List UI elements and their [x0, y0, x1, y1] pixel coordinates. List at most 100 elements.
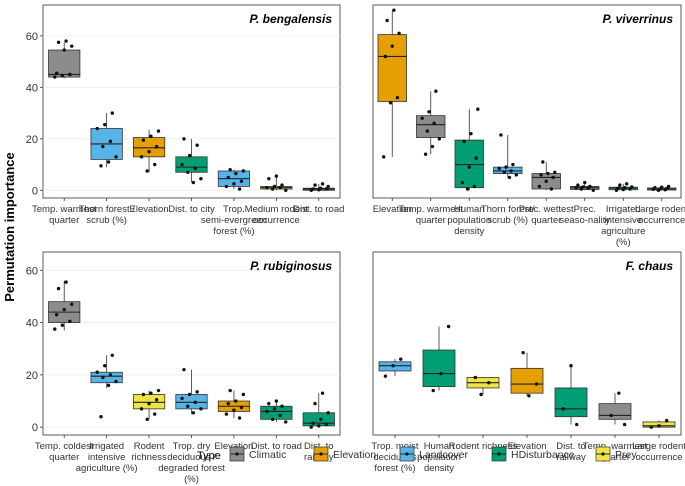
- data-point: [649, 425, 654, 429]
- box-iqr: [260, 405, 293, 420]
- x-tick-label: Temp. warmest quarter: [32, 204, 97, 226]
- box-5: [554, 364, 588, 427]
- data-point: [156, 129, 161, 133]
- data-point: [141, 138, 146, 142]
- legend-item-hdisturbance: HDisturbance: [491, 446, 575, 462]
- data-point: [664, 418, 669, 423]
- data-point: [99, 415, 103, 419]
- data-point: [108, 139, 113, 144]
- data-point: [278, 186, 282, 190]
- data-point: [313, 183, 317, 187]
- data-point: [199, 177, 203, 181]
- legend-swatch-point: [319, 452, 323, 456]
- x-tick-label: Elevation: [507, 441, 546, 452]
- data-point: [226, 401, 230, 406]
- box-iqr: [554, 387, 588, 418]
- data-point: [467, 165, 471, 169]
- legend-label: Climatic: [249, 449, 286, 461]
- data-point: [274, 399, 279, 403]
- data-point: [265, 409, 269, 414]
- box-4: [175, 367, 208, 415]
- box-6: [598, 391, 632, 427]
- data-point: [574, 186, 578, 190]
- x-tick-label: Trop. dry deciduous / degraded forest (%): [158, 441, 225, 485]
- legend: Type Climatic Elevation Landcover HDisturba…: [197, 446, 637, 462]
- data-point: [391, 364, 395, 368]
- data-point: [101, 375, 105, 380]
- box-7: [302, 391, 335, 429]
- data-point: [326, 411, 330, 415]
- box-iqr: [48, 49, 81, 78]
- data-point: [553, 170, 557, 174]
- data-point: [502, 170, 507, 174]
- box-6: [570, 180, 600, 192]
- panel-title: P. bengalensis: [250, 12, 333, 26]
- legend-label: HDisturbance: [511, 449, 575, 461]
- box-iqr: [378, 361, 412, 372]
- data-point: [397, 31, 401, 36]
- x-tick-label: Irrigated intensive agriculture (%): [601, 204, 645, 248]
- box-iqr: [454, 139, 484, 189]
- data-point: [618, 183, 622, 187]
- data-point: [153, 412, 157, 416]
- panel-1: 0 20 40 60 P. bengalensis Temp. warmest quarte…: [26, 4, 344, 237]
- box-iqr: [493, 166, 523, 174]
- box-iqr: [302, 412, 335, 427]
- box-5: [217, 388, 251, 420]
- data-point: [147, 149, 151, 154]
- data-point: [504, 165, 508, 169]
- box-3: [132, 388, 166, 422]
- box-7: [608, 182, 638, 192]
- x-tick-label: Elevation: [373, 204, 412, 215]
- data-point: [382, 155, 386, 159]
- y-tick-label: 0: [32, 185, 38, 197]
- data-point: [425, 129, 430, 133]
- data-point: [320, 391, 325, 395]
- data-point: [462, 139, 466, 144]
- data-point: [241, 169, 246, 173]
- y-tick-label: 40: [26, 318, 38, 330]
- data-point: [60, 323, 65, 327]
- data-point: [270, 187, 275, 191]
- data-point: [272, 184, 277, 189]
- data-point: [551, 175, 555, 180]
- y-tick-label: 60: [26, 31, 38, 43]
- data-point: [622, 422, 627, 427]
- data-point: [106, 383, 111, 388]
- data-point: [99, 164, 103, 168]
- data-point: [226, 175, 230, 180]
- x-tick-label: Medium rodent occurrence: [245, 204, 309, 226]
- box-2: [422, 324, 456, 393]
- data-point: [187, 392, 192, 397]
- box-4: [493, 133, 523, 180]
- data-point: [62, 48, 66, 52]
- data-point: [186, 404, 190, 408]
- data-point: [473, 375, 478, 380]
- data-point: [274, 174, 279, 178]
- data-point: [497, 166, 501, 171]
- data-point: [446, 324, 451, 329]
- box-iqr: [598, 403, 632, 420]
- x-tick-label: Large rodent occurrence: [632, 441, 685, 463]
- data-point: [326, 184, 330, 189]
- data-point: [388, 101, 393, 105]
- box-2: [416, 89, 446, 156]
- box-5: [531, 160, 561, 191]
- x-tick-label: Dist. to road: [293, 204, 344, 215]
- data-point: [56, 40, 61, 45]
- data-point: [575, 422, 579, 427]
- data-point: [623, 186, 627, 190]
- data-point: [267, 177, 271, 181]
- data-point: [399, 357, 403, 361]
- data-point: [267, 401, 271, 406]
- data-point: [154, 398, 159, 402]
- data-point: [141, 392, 146, 397]
- legend-item-elevation: Elevation: [313, 446, 376, 462]
- data-point: [64, 39, 68, 43]
- data-point: [666, 184, 671, 189]
- data-point: [439, 371, 443, 376]
- x-tick-label: Dist. to city: [168, 204, 215, 215]
- legend-swatch-point: [497, 452, 501, 456]
- y-tick-label: 60: [26, 265, 38, 277]
